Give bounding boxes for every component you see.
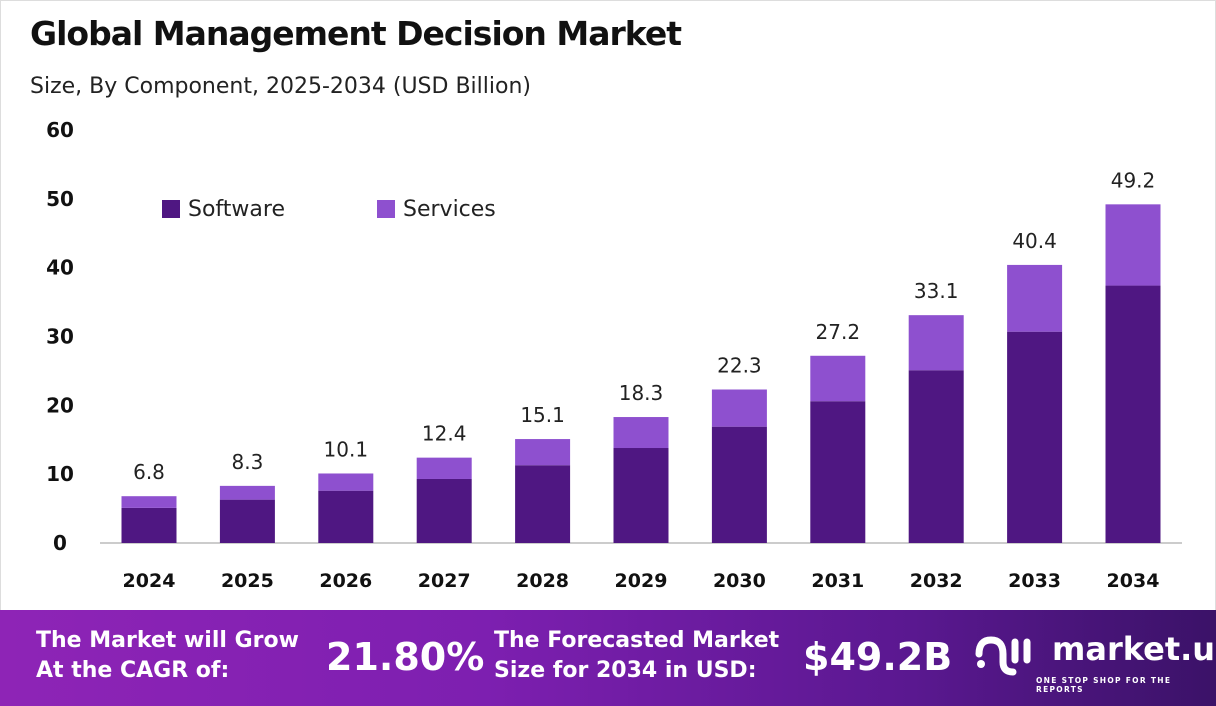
bar-software [908,370,964,543]
y-tick-label: 10 [46,462,74,486]
legend-swatch-software [162,200,180,218]
data-label: 12.4 [422,422,467,446]
cagr-label: The Market will Grow At the CAGR of: [36,626,299,686]
x-tick-label: 2034 [1107,570,1160,592]
data-label: 6.8 [133,460,165,484]
bar-software [318,490,374,543]
bar-software [613,448,669,543]
logo-tagline: ONE STOP SHOP FOR THE REPORTS [1036,676,1172,694]
forecast-value: $49.2B [803,635,953,679]
logo-name: market.us [1052,630,1216,668]
bar-services [908,315,964,371]
bar-services [318,473,374,491]
x-tick-label: 2026 [319,570,372,592]
bar-software [515,465,571,543]
bar-software [1007,331,1063,543]
x-tick-label: 2032 [910,570,963,592]
forecast-label: The Forecasted Market Size for 2034 in U… [494,626,779,686]
x-tick-label: 2025 [221,570,274,592]
bar-services [416,457,472,479]
legend-label-services: Services [403,197,496,222]
bar-software [219,499,275,543]
y-tick-label: 50 [46,187,74,211]
x-tick-label: 2030 [713,570,766,592]
data-label: 15.1 [520,403,565,427]
bar-services [515,439,571,466]
bar-software [711,426,767,543]
chart-title: Global Management Decision Market [30,14,682,53]
chart-subtitle: Size, By Component, 2025-2034 (USD Billi… [30,74,531,99]
chart-plot: 01020304050606.820248.3202510.1202612.42… [46,118,1182,592]
cagr-value: 21.80% [326,635,485,679]
cagr-label-line2: At the CAGR of: [36,658,230,683]
bar-software [121,507,177,543]
data-label: 27.2 [816,320,861,344]
data-label: 49.2 [1111,168,1156,192]
data-label: 40.4 [1012,229,1057,253]
bar-software [1105,285,1161,543]
y-tick-label: 60 [46,118,74,142]
bar-services [121,496,177,508]
y-tick-label: 0 [53,531,67,555]
y-tick-label: 30 [46,325,74,349]
y-tick-label: 40 [46,256,74,280]
x-tick-label: 2027 [418,570,471,592]
forecast-label-line2: Size for 2034 in USD: [494,658,757,683]
data-label: 8.3 [231,450,263,474]
x-tick-label: 2024 [123,570,176,592]
data-label: 10.1 [324,437,369,461]
market-us-logo-icon [975,636,1031,676]
forecast-label-line1: The Forecasted Market [494,628,780,653]
bar-software [810,401,866,543]
y-tick-label: 20 [46,393,74,417]
legend-swatch-services [377,200,395,218]
x-tick-label: 2028 [516,570,569,592]
legend-label-software: Software [188,197,285,222]
x-tick-label: 2031 [811,570,864,592]
bar-services [219,485,275,500]
bar-services [810,355,866,402]
bar-services [613,417,669,449]
cagr-label-line1: The Market will Grow [36,628,299,653]
data-label: 22.3 [717,354,762,378]
bar-services [1105,204,1161,286]
bar-services [1007,264,1063,332]
bar-software [416,478,472,543]
bar-services [711,389,767,427]
summary-banner: The Market will Grow At the CAGR of: 21.… [0,610,1216,706]
data-label: 33.1 [914,279,959,303]
data-label: 18.3 [619,381,664,405]
x-tick-label: 2033 [1008,570,1061,592]
x-tick-label: 2029 [615,570,668,592]
